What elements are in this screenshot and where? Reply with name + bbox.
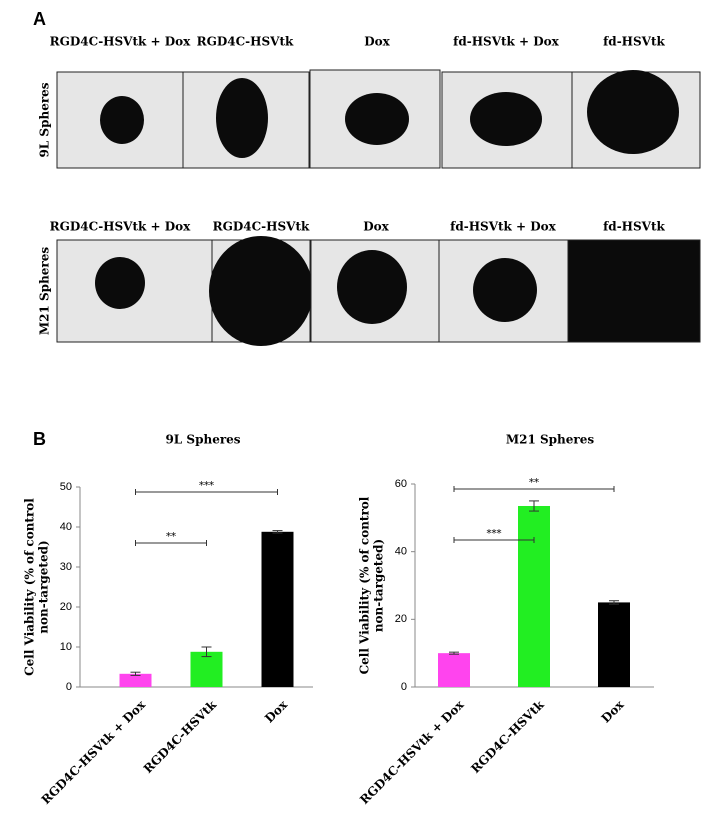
column-label: RGD4C-HSVtk <box>213 220 310 234</box>
y-axis-label: Cell Viability (% of control <box>23 498 37 676</box>
column-label: fd-HSVtk <box>603 220 665 234</box>
error-bar <box>529 500 539 512</box>
y-tick-label: 30 <box>60 561 72 573</box>
y-tick-label: 0 <box>66 681 72 693</box>
y-tick-label: 20 <box>60 601 72 613</box>
error-bar <box>272 530 283 534</box>
y-tick-label: 50 <box>60 481 72 493</box>
bar <box>190 651 223 687</box>
column-label: RGD4C-HSVtk + Dox <box>50 220 192 234</box>
column-label: Dox <box>364 35 390 49</box>
y-tick-label: 20 <box>395 613 407 625</box>
y-axis-label: non-targeted) <box>372 539 386 632</box>
panel-label: A <box>33 9 46 29</box>
y-tick-label: 10 <box>60 641 72 653</box>
chart-title: M21 Spheres <box>506 433 595 447</box>
column-label: RGD4C-HSVtk + Dox <box>50 35 192 49</box>
sphere-images <box>56 69 701 346</box>
significance-label: ** <box>166 532 176 543</box>
x-tick-label: Dox <box>599 697 628 726</box>
x-tick-label: RGD4C-HSVtk <box>141 697 220 776</box>
significance-label: *** <box>199 481 214 492</box>
bar <box>438 653 470 687</box>
column-label: RGD4C-HSVtk <box>197 35 294 49</box>
column-label: fd-HSVtk + Dox <box>450 220 557 234</box>
column-label: Dox <box>363 220 389 234</box>
y-tick-label: 40 <box>60 521 72 533</box>
column-label: fd-HSVtk <box>603 35 665 49</box>
error-bar <box>609 600 619 605</box>
y-axis-label: non-targeted) <box>37 540 51 633</box>
y-tick-label: 0 <box>401 681 407 693</box>
bar <box>598 602 630 687</box>
significance-label: *** <box>487 529 502 540</box>
significance-label: ** <box>529 478 539 489</box>
x-tick-label: RGD4C-HSVtk + Dox <box>39 697 149 807</box>
column-label: fd-HSVtk + Dox <box>453 35 560 49</box>
error-bar <box>130 671 141 676</box>
error-bar <box>201 646 212 658</box>
x-tick-label: RGD4C-HSVtk <box>468 697 547 776</box>
y-axis-label: Cell Viability (% of control <box>358 496 372 674</box>
x-tick-label: Dox <box>262 697 291 726</box>
bar <box>518 505 550 687</box>
x-tick-label: RGD4C-HSVtk + Dox <box>357 697 467 807</box>
chart-title: 9L Spheres <box>165 433 240 447</box>
y-tick-label: 60 <box>395 478 407 490</box>
bar <box>261 531 294 687</box>
row-label: M21 Spheres <box>38 247 52 336</box>
error-bar <box>449 651 459 655</box>
bar <box>119 673 152 687</box>
y-tick-label: 40 <box>395 546 407 558</box>
panel-label: B <box>33 429 46 449</box>
row-label: 9L Spheres <box>38 82 52 157</box>
